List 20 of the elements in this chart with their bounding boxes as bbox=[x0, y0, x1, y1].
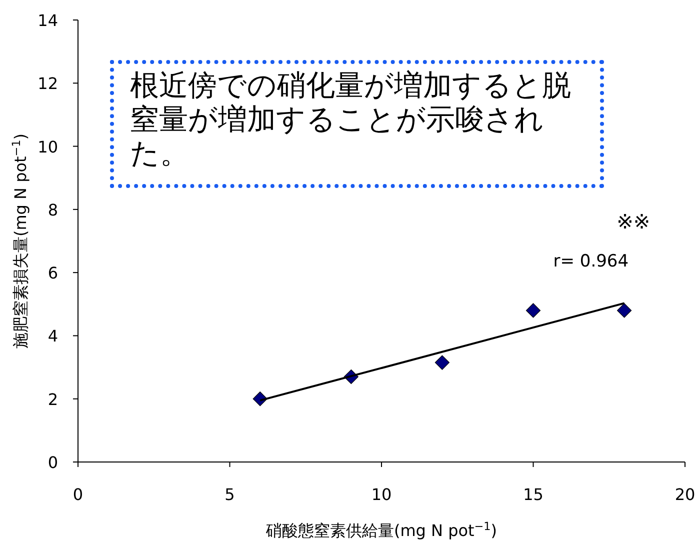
x-tick-label: 10 bbox=[371, 485, 392, 504]
point bbox=[526, 303, 541, 318]
x-tick-label: 0 bbox=[72, 485, 84, 504]
annotation: 根近傍での硝化量が増加すると脱窒量が増加することが示唆された。 bbox=[110, 60, 604, 188]
y-tick-label: 6 bbox=[48, 264, 58, 283]
y-tick-label: 12 bbox=[38, 74, 58, 94]
point bbox=[617, 303, 632, 318]
x-axis-title: 硝酸態窒素供給量(mg N pot$^{−1}$) bbox=[264, 520, 498, 540]
y-tick-label: 4 bbox=[48, 326, 58, 346]
point bbox=[434, 355, 450, 370]
x-tick-label: 5 bbox=[224, 485, 235, 504]
y-tick-label: 2 bbox=[48, 390, 58, 409]
x-tick-label: 20 bbox=[674, 485, 696, 504]
annotation: ※※ bbox=[616, 209, 650, 234]
x-tick-label: 15 bbox=[523, 485, 544, 504]
y-tick-label: 8 bbox=[48, 200, 58, 220]
y-tick-label: 14 bbox=[38, 11, 58, 30]
annotation: r= 0.964 bbox=[553, 251, 629, 272]
y-tick-label: 10 bbox=[38, 137, 58, 156]
y-tick-label: 0 bbox=[48, 453, 58, 472]
